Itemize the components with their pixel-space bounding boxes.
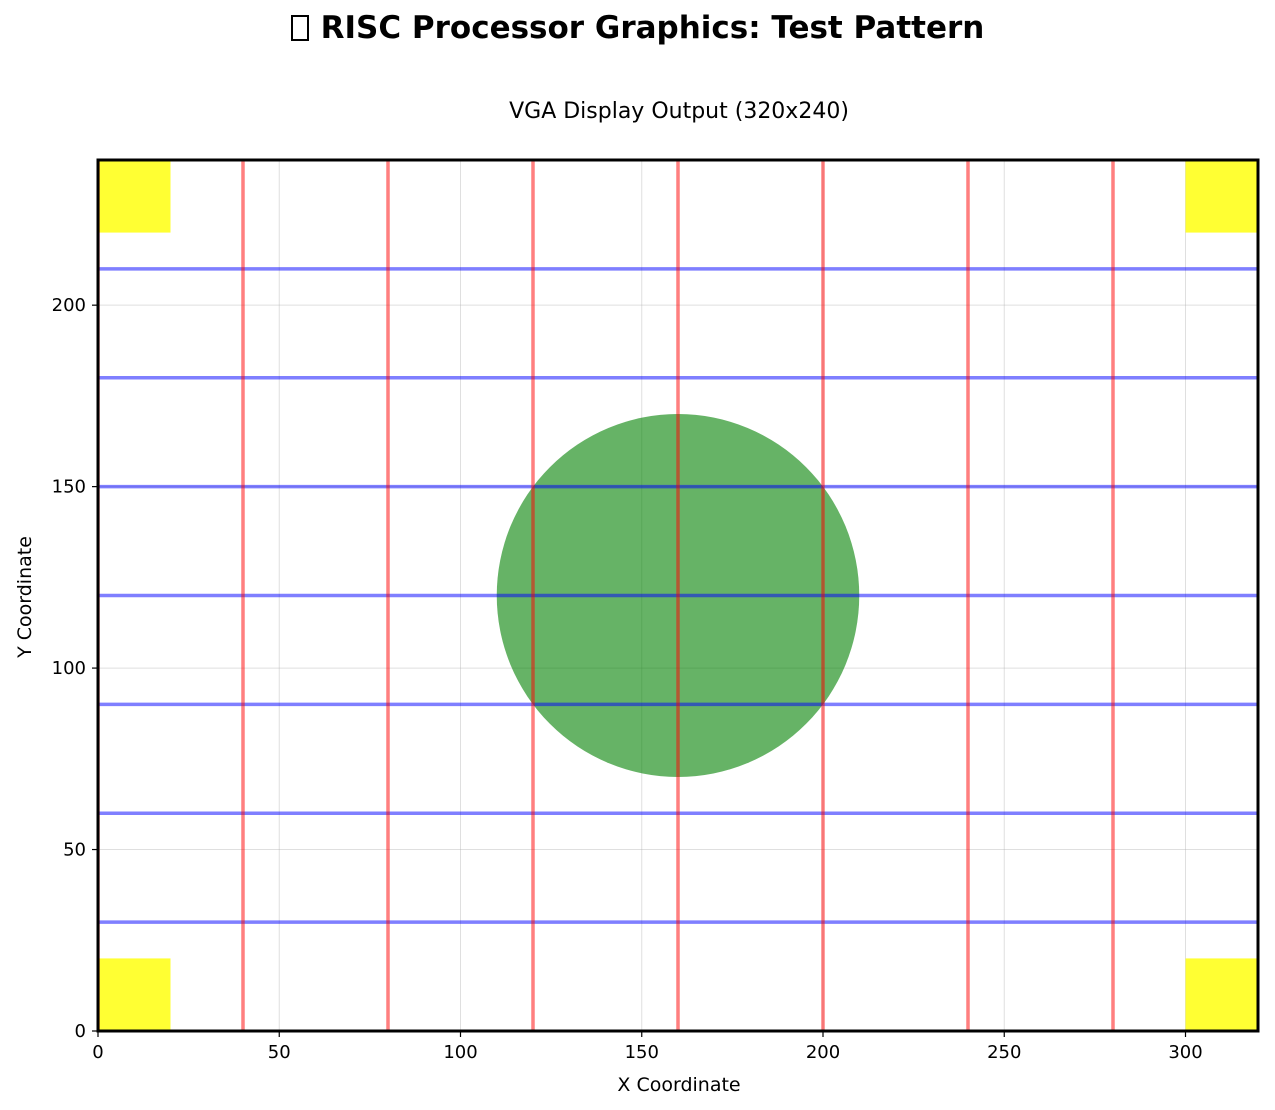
x-tick-label: 0: [92, 1042, 103, 1063]
plot-frame: [96, 158, 1260, 1033]
axes: 0 50 100 150 200 250 300 0 50 100 150 200: [52, 158, 1260, 1063]
y-tick-label: 50: [63, 840, 86, 861]
x-tick-label: 150: [625, 1042, 659, 1063]
y-tick-label: 150: [52, 477, 86, 498]
corner-square: [98, 958, 171, 1031]
corner-square: [1185, 958, 1258, 1031]
x-tick-label: 300: [1168, 1042, 1202, 1063]
y-tick-label: 200: [52, 295, 86, 316]
y-axis-label: Y Coordinate: [14, 536, 36, 659]
y-tick-label: 100: [52, 658, 86, 679]
figure-title: RISC Processor Graphics: Test Pattern: [0, 10, 1275, 46]
corner-square: [1185, 160, 1258, 233]
plot-area: [98, 160, 1258, 1031]
missing-glyph-icon: [290, 15, 309, 41]
x-tick-label: 200: [806, 1042, 840, 1063]
corner-square: [98, 160, 171, 233]
x-tick-label: 50: [268, 1042, 291, 1063]
x-axis-label: X Coordinate: [617, 1074, 740, 1096]
figure-title-text: RISC Processor Graphics: Test Pattern: [320, 10, 985, 46]
chart-subtitle: VGA Display Output (320x240): [509, 99, 849, 124]
x-tick-label: 100: [443, 1042, 477, 1063]
y-tick-label: 0: [75, 1021, 86, 1042]
x-tick-label: 250: [987, 1042, 1021, 1063]
